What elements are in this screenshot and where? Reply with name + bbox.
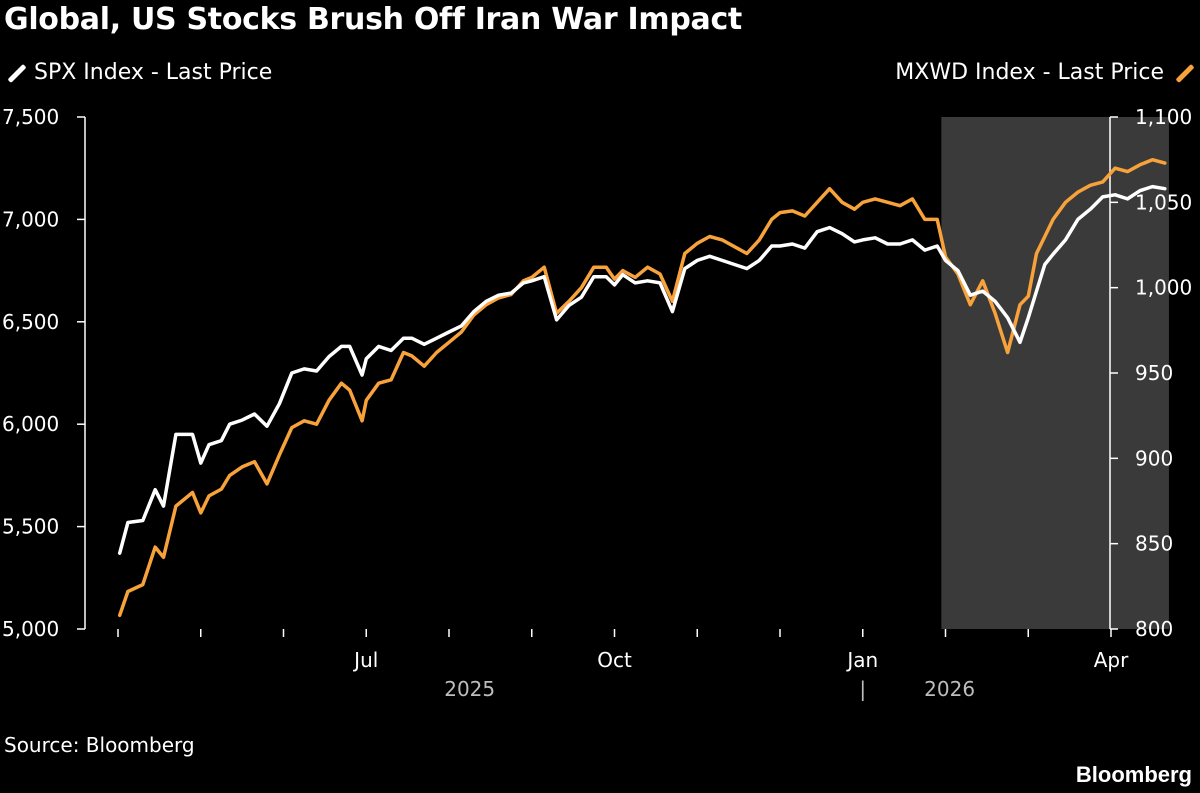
left-tick-label: 6,500 — [2, 310, 59, 334]
year-label: 2025 — [444, 677, 495, 701]
right-tick-label: 1,000 — [1135, 276, 1192, 300]
left-tick-label: 7,500 — [2, 105, 59, 129]
year-separator: | — [859, 677, 866, 701]
right-tick-label: 800 — [1135, 617, 1173, 641]
right-tick-label: 1,050 — [1135, 190, 1192, 214]
bloomberg-logo: Bloomberg — [1075, 762, 1192, 787]
legend-spx-label: SPX Index - Last Price — [34, 60, 273, 85]
right-tick-label: 850 — [1135, 532, 1173, 556]
x-tick-label: Apr — [1094, 648, 1129, 672]
shaded-region — [941, 117, 1169, 629]
left-tick-label: 7,000 — [2, 207, 59, 231]
left-tick-label: 5,500 — [2, 515, 59, 539]
x-tick-label: Jan — [845, 648, 878, 672]
right-tick-label: 900 — [1135, 446, 1173, 470]
right-tick-label: 950 — [1135, 361, 1173, 385]
x-tick-label: Oct — [597, 648, 632, 672]
chart-title: Global, US Stocks Brush Off Iran War Imp… — [4, 2, 742, 37]
left-tick-label: 5,000 — [2, 617, 59, 641]
x-tick-label: Jul — [352, 648, 378, 672]
legend-mxwd-label: MXWD Index - Last Price — [895, 60, 1164, 85]
spx-series-line — [117, 184, 1167, 555]
right-tick-label: 1,100 — [1135, 105, 1192, 129]
mxwd-series-line — [117, 157, 1167, 618]
left-tick-label: 6,000 — [2, 412, 59, 436]
source-note: Source: Bloomberg — [4, 733, 195, 757]
legend-mxwd: MXWD Index - Last Price — [895, 60, 1194, 85]
legend-spx: SPX Index - Last Price — [4, 60, 272, 85]
year-label: 2026 — [924, 677, 975, 701]
